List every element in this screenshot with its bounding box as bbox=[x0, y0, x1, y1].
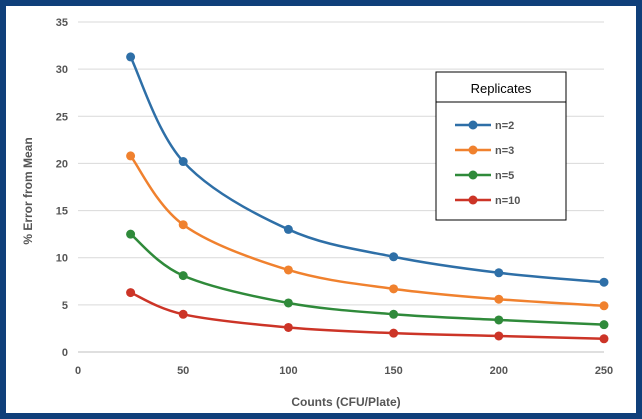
legend-label: n=10 bbox=[495, 195, 520, 207]
legend-label: n=2 bbox=[495, 120, 514, 132]
data-point bbox=[283, 224, 293, 234]
series-line bbox=[129, 56, 605, 284]
y-tick-label: 20 bbox=[56, 158, 68, 170]
legend-box bbox=[435, 71, 567, 221]
data-point bbox=[599, 301, 609, 311]
x-tick-label: 0 bbox=[75, 365, 81, 377]
x-tick-label: 200 bbox=[490, 365, 508, 377]
data-point bbox=[126, 288, 136, 298]
data-point bbox=[389, 252, 399, 262]
legend: Replicates n=2 n=3 n=5 n=10 bbox=[435, 71, 567, 221]
legend-item: n=2 bbox=[455, 120, 514, 132]
data-point bbox=[126, 151, 136, 161]
x-tick-label: 250 bbox=[595, 365, 613, 377]
data-point bbox=[389, 284, 399, 294]
data-point bbox=[389, 328, 399, 338]
y-tick-label: 0 bbox=[62, 347, 68, 359]
legend-item: n=10 bbox=[455, 195, 520, 207]
data-point bbox=[494, 331, 504, 341]
data-point bbox=[283, 265, 293, 275]
legend-swatch-marker bbox=[468, 170, 478, 180]
data-point bbox=[599, 334, 609, 344]
series-n2 bbox=[126, 52, 609, 287]
x-tick-label: 150 bbox=[384, 365, 402, 377]
data-point bbox=[494, 294, 504, 304]
series-group bbox=[126, 52, 609, 344]
chart-frame: 0 50 100 150 200 250 0 5 10 15 20 25 30 35 % Error f… bbox=[6, 6, 636, 413]
series-line bbox=[130, 291, 605, 341]
data-point bbox=[283, 298, 293, 308]
data-point bbox=[126, 229, 136, 239]
data-point bbox=[283, 322, 293, 332]
series-line bbox=[129, 233, 605, 326]
y-tick-label: 30 bbox=[56, 64, 68, 76]
data-point bbox=[126, 52, 136, 62]
legend-item: n=3 bbox=[455, 145, 514, 157]
line-chart: 0 50 100 150 200 250 0 5 10 15 20 25 30 35 % Error f… bbox=[21, 17, 613, 409]
gridlines bbox=[78, 21, 604, 306]
series-n3 bbox=[126, 151, 609, 311]
y-tick-label: 35 bbox=[56, 17, 68, 29]
legend-swatch-marker bbox=[468, 120, 478, 130]
legend-label: n=5 bbox=[495, 170, 514, 182]
legend-label: n=3 bbox=[495, 145, 514, 157]
data-point bbox=[178, 309, 188, 319]
data-point bbox=[178, 157, 188, 167]
legend-item: n=5 bbox=[455, 170, 514, 182]
x-tick-labels: 0 50 100 150 200 250 bbox=[75, 365, 613, 377]
series-n10 bbox=[126, 288, 609, 344]
series-n5 bbox=[126, 229, 609, 330]
data-point bbox=[599, 277, 609, 287]
y-tick-label: 25 bbox=[56, 111, 68, 123]
y-tick-labels: 0 5 10 15 20 25 30 35 bbox=[56, 17, 68, 359]
data-point bbox=[494, 268, 504, 278]
data-point bbox=[494, 315, 504, 325]
data-point bbox=[178, 220, 188, 230]
legend-swatch-marker bbox=[468, 145, 478, 155]
data-point bbox=[178, 271, 188, 281]
data-point bbox=[599, 320, 609, 330]
y-tick-label: 15 bbox=[56, 206, 68, 218]
x-tick-label: 50 bbox=[177, 365, 189, 377]
y-tick-label: 10 bbox=[56, 253, 68, 265]
y-tick-label: 5 bbox=[62, 300, 68, 312]
y-axis-title: % Error from Mean bbox=[21, 137, 35, 244]
legend-swatch-marker bbox=[468, 195, 478, 205]
x-axis-title: Counts (CFU/Plate) bbox=[291, 395, 400, 409]
data-point bbox=[389, 309, 399, 319]
x-tick-label: 100 bbox=[279, 365, 297, 377]
legend-title: Replicates bbox=[471, 81, 532, 96]
legend-items: n=2 n=3 n=5 n=10 bbox=[455, 120, 520, 207]
